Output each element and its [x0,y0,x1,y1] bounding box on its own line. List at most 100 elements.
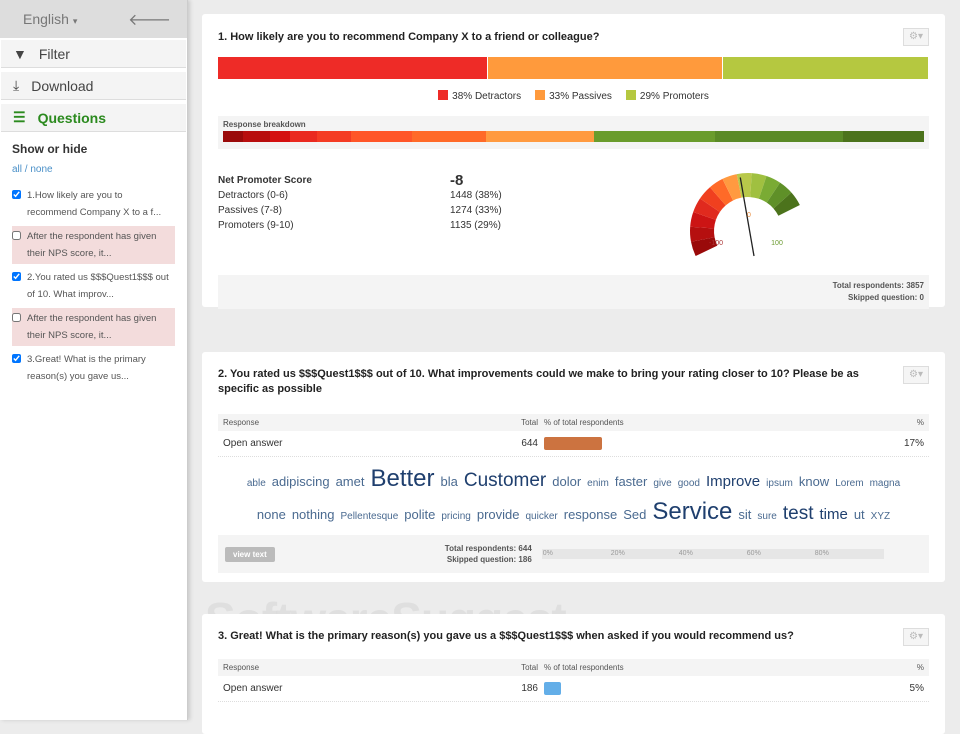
cloud-word[interactable]: give [653,478,672,489]
cloud-word[interactable]: ut [853,507,865,522]
header-pct-of: % of total respondents [544,663,624,672]
nps-row-label: Detractors (0-6) [218,190,289,201]
gauge-label-min: -100 [709,240,723,247]
question-title: 1. How likely are you to recommend Compa… [218,31,600,43]
gauge-segment [690,211,716,229]
header-pct-of: % of total respondents [544,418,624,427]
response-label: Open answer [223,683,283,694]
header-total: Total [521,663,538,672]
settings-gear-button[interactable]: ⚙▾ [903,628,929,646]
gauge-segment [690,226,715,242]
total-respondents: Total respondents: 644 [444,544,532,553]
show-hide-panel: Show or hide all / none 1.How likely are… [0,132,187,400]
caret-down-icon: ▾ [72,16,78,26]
question-checkbox[interactable] [12,231,21,240]
question-toggle-item[interactable]: 1.How likely are you to recommend Compan… [12,185,175,223]
legend-item: 38% Detractors [438,90,521,102]
nps-gauge: -100 0 100 [690,173,800,257]
cloud-word[interactable]: good [677,478,700,489]
breakdown-segment [290,131,318,142]
legend-item: 29% Promoters [625,90,709,102]
breakdown-segment [270,131,291,142]
filter-icon: ▼ [13,45,27,62]
collapse-arrow-icon[interactable]: 🡐 [128,11,171,29]
cloud-word[interactable]: quicker [525,511,558,522]
cloud-word[interactable]: adipiscing [271,474,330,489]
legend: 38% Detractors 33% Passives 29% Promoters [218,90,929,102]
language-selector[interactable]: English ▾ 🡐 [0,0,187,38]
breakdown-segment [223,131,244,142]
gauge-segment [773,192,800,216]
cloud-word[interactable]: time [819,506,848,523]
breakdown-segment [843,131,924,142]
cloud-word[interactable]: bla [440,474,458,489]
select-all-link[interactable]: all [12,164,23,175]
skipped-count: Skipped question: 0 [847,293,924,302]
legend-swatch [535,90,546,100]
response-label: Open answer [223,438,283,449]
cloud-word[interactable]: enim [587,478,609,489]
cloud-word[interactable]: Better [370,465,435,492]
breakdown-segment [351,131,412,142]
cloud-word[interactable]: nothing [291,507,335,522]
filter-button[interactable]: ▼ Filter [1,40,186,68]
question-checkbox[interactable] [12,190,21,199]
download-button[interactable]: ⤓ Download [1,72,186,100]
question-toggle-item[interactable]: After the respondent has given their NPS… [12,308,175,346]
cloud-word[interactable]: test [782,503,814,524]
legend-item: 33% Passives [535,90,612,102]
cloud-word[interactable]: know [798,474,830,489]
legend-swatch [625,90,636,100]
cloud-word[interactable]: Service [652,498,733,525]
cloud-word[interactable]: polite [404,507,436,522]
cloud-word[interactable]: Lorem [835,478,864,489]
breakdown-segment [485,131,594,142]
header-total: Total [521,418,538,427]
cloud-word[interactable]: response [563,507,618,522]
question-checkbox[interactable] [12,272,21,281]
question-checkbox[interactable] [12,354,21,363]
cloud-word[interactable]: Improve [705,473,761,490]
stack-segment [218,57,489,79]
cloud-word[interactable]: XYZ [870,511,891,522]
download-icon: ⤓ [13,77,20,93]
settings-gear-button[interactable]: ⚙▾ [903,28,929,46]
question-toggle-item[interactable]: 2.You rated us $$$Quest1$$$ out of 10. W… [12,267,175,305]
cloud-word[interactable]: able [246,478,266,489]
word-cloud: able adipiscing amet Better bla Customer dolor… [218,457,929,535]
cloud-word[interactable]: none [256,507,286,522]
question-toggle-item[interactable]: After the respondent has given their NPS… [12,226,175,264]
q1-footer: Total respondents: 3857 Skipped question:… [218,275,929,309]
settings-gear-button[interactable]: ⚙▾ [903,366,929,384]
axis-tick-label: 20% [610,550,625,557]
header-pct: % [916,663,924,672]
question-card-1: ⚙▾ 1. How likely are you to recommend Co… [202,14,945,309]
cloud-word[interactable]: sure [757,511,777,522]
nps-stacked-bar [218,57,929,79]
cloud-word[interactable]: sit [738,507,752,522]
cloud-word[interactable]: pricing [441,511,471,522]
select-none-link[interactable]: none [30,164,53,175]
cloud-word[interactable]: amet [335,474,365,489]
cloud-word[interactable]: Customer [463,470,547,491]
view-text-button[interactable]: view text [225,546,275,562]
response-pct: 5% [909,683,924,694]
breakdown-segment [243,131,271,142]
cloud-word[interactable]: Sed [623,507,647,522]
gauge-segment [690,237,718,257]
questions-button[interactable]: ☰ Questions [1,104,186,132]
cloud-word[interactable]: Pellentesque [340,511,399,522]
cloud-word[interactable]: dolor [552,474,582,489]
skipped-count: Skipped question: 186 [446,555,532,564]
question-toggle-label: 1.How likely are you to recommend Compan… [27,190,162,218]
table-header: Response Total % of total respondents% [218,659,929,676]
question-toggle-item[interactable]: 3.Great! What is the primary reason(s) y… [12,349,175,387]
cloud-word[interactable]: magna [869,478,901,489]
nps-row-value: 1448 (38%) [450,190,502,201]
cloud-word[interactable]: provide [476,507,520,522]
cloud-word[interactable]: faster [614,474,648,489]
response-total: 186 [521,683,538,694]
question-checkbox[interactable] [12,313,21,322]
legend-label: 38% Detractors [452,91,522,102]
cloud-word[interactable]: ipsum [766,478,793,489]
